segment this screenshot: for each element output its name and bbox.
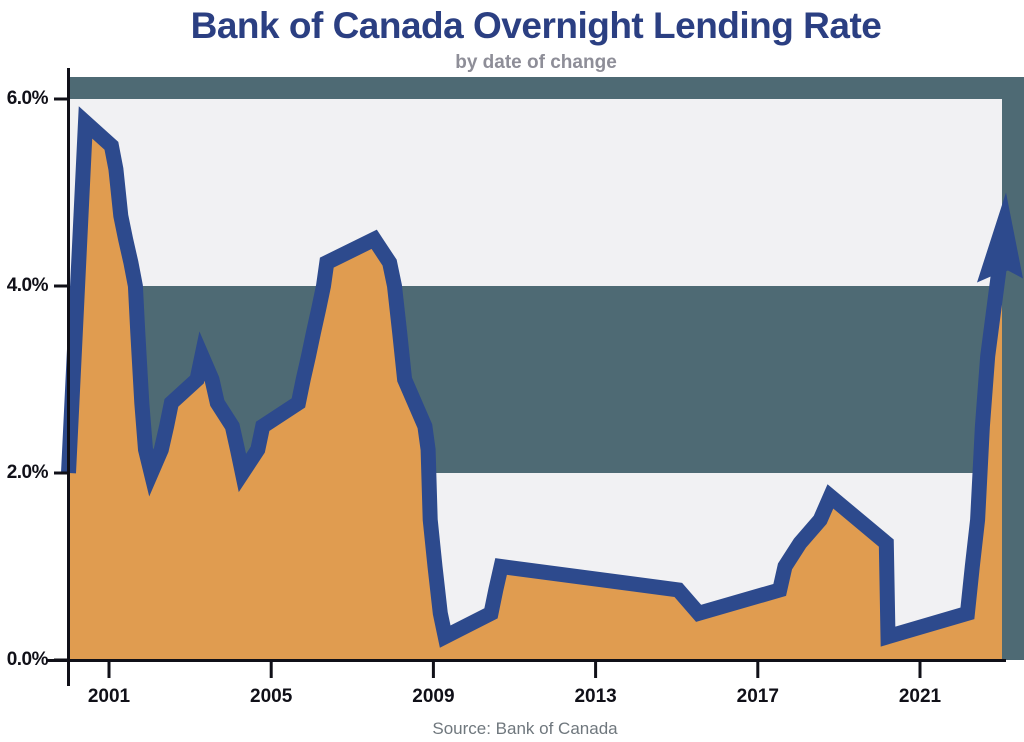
y-tick-label: 0.0% — [6, 649, 49, 670]
source-caption: Source: Bank of Canada — [432, 719, 618, 738]
x-tick-label: 2009 — [412, 686, 455, 707]
y-tick-label: 2.0% — [6, 462, 49, 483]
area-fill — [68, 99, 1002, 660]
x-tick-label: 2005 — [250, 686, 293, 707]
x-tick-label: 2001 — [87, 686, 131, 707]
y-tick-label: 6.0% — [6, 88, 49, 109]
chart-title: Bank of Canada Overnight Lending Rate — [190, 5, 882, 46]
y-tick-label: 4.0% — [6, 275, 49, 296]
rate-line — [61, 106, 1008, 648]
x-tick-label: 2017 — [736, 686, 779, 707]
stripe-band — [68, 99, 1002, 286]
x-tick-label: 2013 — [574, 686, 617, 707]
x-tick-label: 2021 — [898, 686, 942, 707]
chart-subtitle: by date of change — [455, 52, 617, 73]
up-arrow-icon — [977, 192, 1023, 283]
